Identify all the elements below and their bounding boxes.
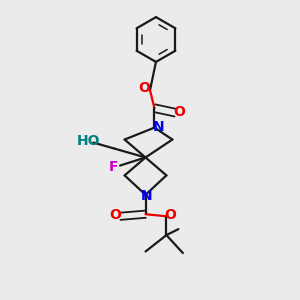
- Text: O: O: [110, 208, 121, 222]
- Text: N: N: [152, 120, 164, 134]
- Text: F: F: [109, 160, 118, 174]
- Text: O: O: [165, 208, 176, 222]
- Text: O: O: [174, 105, 185, 119]
- Text: O: O: [139, 81, 151, 95]
- Text: HO: HO: [77, 134, 101, 148]
- Text: N: N: [141, 189, 153, 203]
